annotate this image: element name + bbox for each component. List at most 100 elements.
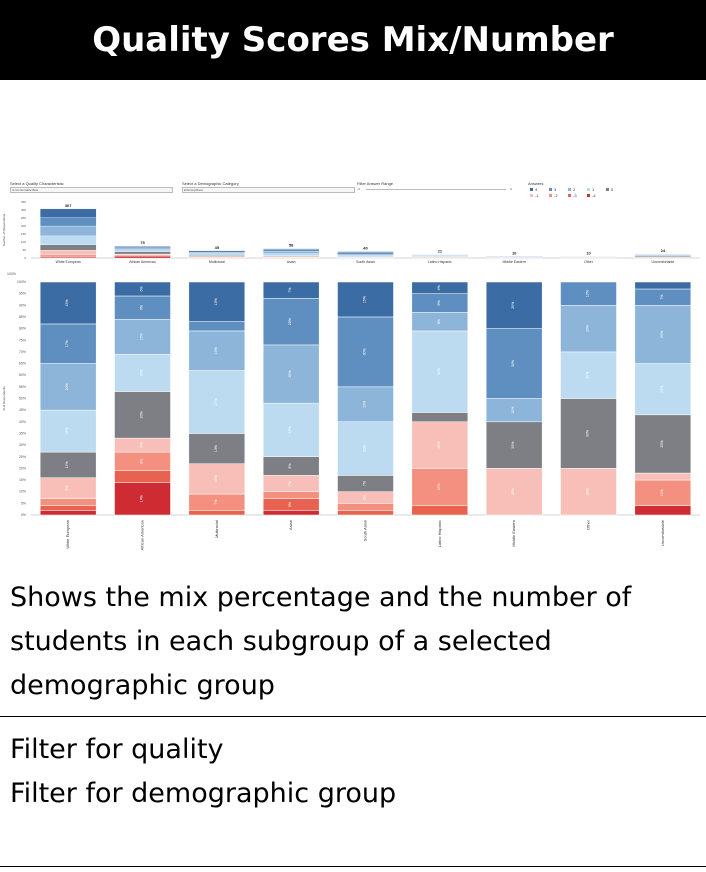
count-bar-segment <box>114 249 171 252</box>
range-slider[interactable] <box>366 189 506 190</box>
count-bar-segment <box>40 244 97 251</box>
segment-label: 6% <box>140 443 144 448</box>
segment-label: 8% <box>288 464 292 469</box>
segment-label: 13% <box>214 445 218 452</box>
segment-label: 9% <box>140 305 144 310</box>
count-bar-segment <box>40 235 97 245</box>
percent-bar-segment <box>262 281 320 299</box>
y-tick-label: 75% <box>19 338 26 342</box>
percent-bar-segment <box>337 421 394 476</box>
count-bar-segment <box>263 249 320 252</box>
percent-bar-segment <box>114 281 171 297</box>
count-bar-segment <box>40 208 97 218</box>
category-label: White European <box>65 520 70 549</box>
total-label: 58 <box>289 243 294 248</box>
segment-label: 14% <box>140 495 144 502</box>
segment-label: 15% <box>65 299 69 306</box>
percent-bar-segment <box>634 414 692 474</box>
legend-swatch <box>568 194 571 197</box>
legend-swatch <box>549 194 552 197</box>
count-bar-segment <box>40 225 97 237</box>
segment-label: 25% <box>660 331 664 338</box>
segment-label: 25% <box>660 440 664 447</box>
segment-label: 8% <box>437 319 441 324</box>
legend-swatch <box>568 188 571 191</box>
count-bar-segment <box>114 247 171 250</box>
legend-swatch <box>606 188 609 191</box>
demographic-filter-select[interactable]: Ethnicity/Race <box>182 187 355 193</box>
percent-bar-segment <box>39 498 97 506</box>
percent-bar-segment <box>114 319 171 355</box>
legend-swatch <box>530 194 533 197</box>
y-tick-label: 100% <box>17 280 26 284</box>
y-tick-label: 20% <box>19 466 26 470</box>
range-max-value: 4 <box>510 187 512 191</box>
total-label: 40 <box>363 246 368 251</box>
segment-label: 7% <box>660 295 664 300</box>
percent-bar-segment <box>337 503 394 511</box>
count-bar-segment <box>114 245 171 247</box>
legend-label: 0 <box>611 187 614 192</box>
total-label: 21 <box>438 249 443 254</box>
category-label: Uncomfortable <box>651 260 674 264</box>
percent-bar-segment <box>337 386 394 423</box>
count-bar-segment <box>188 253 245 256</box>
segment-label: 20% <box>586 372 590 379</box>
y-tick-label: 100 <box>21 240 26 244</box>
segment-label: 20% <box>586 488 590 495</box>
y-tick-label: 80% <box>19 327 26 331</box>
count-bar-segment <box>263 253 320 256</box>
legend-swatch <box>549 188 552 191</box>
percent-bar-segment <box>411 421 469 469</box>
y-tick-label: 150 <box>21 232 26 236</box>
count-bar-segment <box>411 255 468 257</box>
percent-bar-segment <box>411 468 469 506</box>
count-bar-segment <box>337 252 394 255</box>
percent-bar-segment <box>188 281 246 322</box>
y-tick-label: 45% <box>19 408 26 412</box>
y-tick-label: 5% <box>21 501 26 505</box>
y-tick-label: 85% <box>19 315 26 319</box>
segment-label: 16% <box>214 347 218 354</box>
y-tick-label: 250 <box>21 216 26 220</box>
y-tick-label: 15% <box>19 478 26 482</box>
percent-bar-segment <box>262 344 320 404</box>
percent-bar-segment <box>485 421 543 469</box>
percent-bar-segment <box>188 370 246 434</box>
percent-bar-segment <box>337 316 394 388</box>
segment-label: 15% <box>363 296 367 303</box>
category-label: White European <box>56 260 81 264</box>
percent-bar-segment <box>411 412 469 423</box>
count-bar-segment <box>114 251 171 255</box>
y-tick-label: 40% <box>19 420 26 424</box>
total-label: 24 <box>661 248 666 253</box>
count-bar-segment <box>263 251 320 254</box>
legend-title: Answers <box>528 181 544 186</box>
segment-label: 25% <box>288 318 292 325</box>
segment-label: 15% <box>140 333 144 340</box>
y-tick-label: 50% <box>19 397 26 401</box>
segment-label: 7% <box>288 481 292 486</box>
segment-label: 30% <box>511 360 515 367</box>
filter-note-demographic: Filter for demographic group <box>10 778 397 809</box>
legend-label: 4 <box>535 187 538 192</box>
segment-label: 8% <box>140 459 144 464</box>
quality-filter-select[interactable]: Uncomfortable Bias <box>10 187 173 193</box>
segment-label: 20% <box>511 302 515 309</box>
segment-label: 32% <box>437 368 441 375</box>
percent-bar-segment <box>262 510 320 516</box>
segment-label: 20% <box>140 411 144 418</box>
count-chart: Number of Respondents 0 50 100 150 200 250 300 3… <box>2 200 700 264</box>
segment-label: 13% <box>214 298 218 305</box>
legend-label: -2 <box>554 193 558 198</box>
divider-line <box>0 716 706 717</box>
range-min-value: -4 <box>357 187 360 191</box>
count-bar-segment <box>40 254 97 257</box>
legend-label: 1 <box>592 187 595 192</box>
percent-bar-segment <box>39 323 97 364</box>
category-label: Latino Hispanic <box>437 520 442 547</box>
count-bar-segment <box>114 256 171 259</box>
count-bar-segment <box>40 217 97 227</box>
legend-label: 3 <box>554 187 557 192</box>
segment-label: 27% <box>214 398 218 405</box>
